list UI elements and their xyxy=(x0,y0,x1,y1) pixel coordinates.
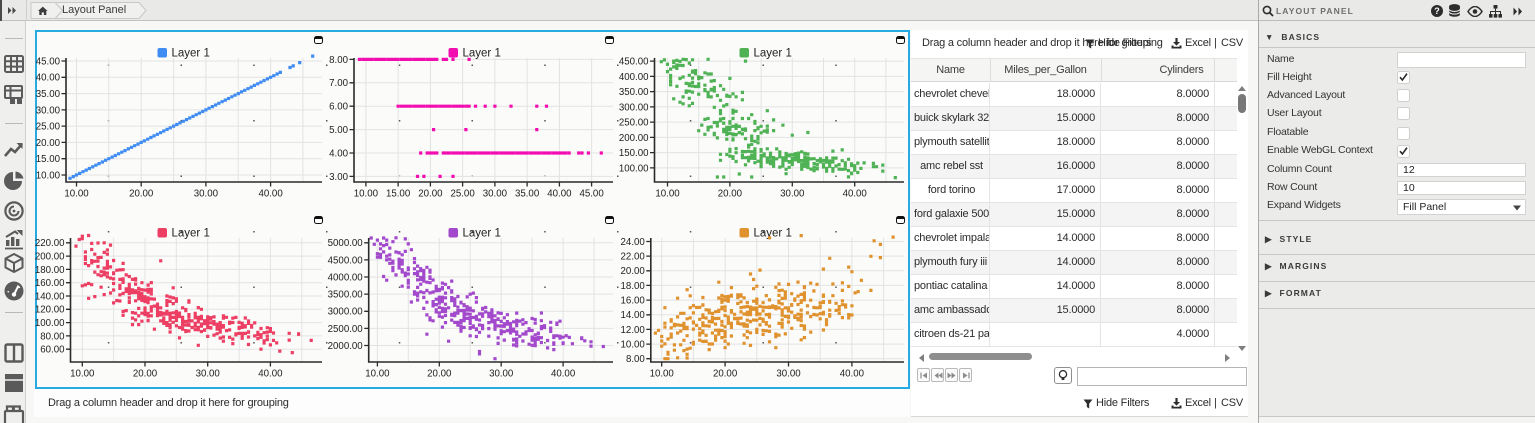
svg-text:?: ? xyxy=(1434,6,1440,16)
svg-text:30.00: 30.00 xyxy=(483,189,508,200)
svg-text:12.00: 12.00 xyxy=(621,325,646,336)
svg-text:100.00: 100.00 xyxy=(35,318,65,329)
svg-text:10.00: 10.00 xyxy=(64,189,89,200)
svg-text:40.00: 40.00 xyxy=(840,369,865,380)
svg-text:120.00: 120.00 xyxy=(35,305,65,316)
svg-text:450.00: 450.00 xyxy=(619,57,649,68)
svg-text:10.00: 10.00 xyxy=(36,170,61,181)
svg-text:20.00: 20.00 xyxy=(418,189,443,200)
svg-text:25.00: 25.00 xyxy=(450,189,475,200)
svg-text:15.00: 15.00 xyxy=(386,189,411,200)
svg-text:20.00: 20.00 xyxy=(713,369,738,380)
svg-text:16.00: 16.00 xyxy=(621,296,646,307)
svg-text:Layer 1: Layer 1 xyxy=(463,228,501,240)
svg-text:30.00: 30.00 xyxy=(196,369,221,380)
svg-text:2500.00: 2500.00 xyxy=(328,324,364,335)
svg-text:7.00: 7.00 xyxy=(329,78,348,89)
svg-text:10.00: 10.00 xyxy=(621,339,646,350)
svg-text:20.00: 20.00 xyxy=(427,369,452,380)
svg-text:10.00: 10.00 xyxy=(650,369,675,380)
svg-text:24.00: 24.00 xyxy=(621,237,646,248)
svg-text:15.00: 15.00 xyxy=(36,154,61,165)
svg-text:45.00: 45.00 xyxy=(36,56,61,67)
svg-text:160.00: 160.00 xyxy=(35,278,65,289)
svg-text:10.00: 10.00 xyxy=(365,369,390,380)
svg-text:35.00: 35.00 xyxy=(36,89,61,100)
svg-text:20.00: 20.00 xyxy=(129,189,154,200)
svg-text:Layer 1: Layer 1 xyxy=(754,48,792,60)
svg-text:20.00: 20.00 xyxy=(36,138,61,149)
svg-text:10.00: 10.00 xyxy=(70,369,95,380)
svg-text:35.00: 35.00 xyxy=(515,189,540,200)
svg-text:40.00: 40.00 xyxy=(843,189,868,200)
svg-text:30.00: 30.00 xyxy=(36,105,61,116)
svg-text:25.00: 25.00 xyxy=(36,122,61,133)
svg-text:140.00: 140.00 xyxy=(35,291,65,302)
svg-text:30.00: 30.00 xyxy=(780,189,805,200)
svg-text:20.00: 20.00 xyxy=(621,266,646,277)
svg-text:3500.00: 3500.00 xyxy=(328,290,364,301)
svg-text:Layer 1: Layer 1 xyxy=(463,48,501,60)
svg-text:100.00: 100.00 xyxy=(619,163,649,174)
svg-text:10.00: 10.00 xyxy=(354,189,379,200)
svg-text:Layer 1: Layer 1 xyxy=(172,48,210,60)
svg-text:30.00: 30.00 xyxy=(194,189,219,200)
svg-text:40.00: 40.00 xyxy=(547,189,572,200)
svg-text:18.00: 18.00 xyxy=(621,281,646,292)
svg-text:8.00: 8.00 xyxy=(626,354,645,365)
svg-text:4500.00: 4500.00 xyxy=(328,255,364,266)
svg-text:20.00: 20.00 xyxy=(718,189,743,200)
svg-text:40.00: 40.00 xyxy=(551,369,576,380)
svg-text:4.00: 4.00 xyxy=(329,148,348,159)
svg-text:400.00: 400.00 xyxy=(619,72,649,83)
svg-text:40.00: 40.00 xyxy=(258,189,283,200)
svg-text:14.00: 14.00 xyxy=(621,310,646,321)
svg-text:40.00: 40.00 xyxy=(258,369,283,380)
svg-text:Layer 1: Layer 1 xyxy=(754,228,792,240)
svg-text:5.00: 5.00 xyxy=(329,125,348,136)
svg-text:40.00: 40.00 xyxy=(36,73,61,84)
svg-text:22.00: 22.00 xyxy=(621,252,646,263)
svg-text:45.00: 45.00 xyxy=(579,189,604,200)
svg-text:60.00: 60.00 xyxy=(40,345,65,356)
svg-text:8.00: 8.00 xyxy=(329,55,348,66)
svg-text:6.00: 6.00 xyxy=(329,102,348,113)
svg-text:3000.00: 3000.00 xyxy=(328,307,364,318)
svg-text:4000.00: 4000.00 xyxy=(328,272,364,283)
svg-text:2000.00: 2000.00 xyxy=(328,341,364,352)
svg-text:30.00: 30.00 xyxy=(776,369,801,380)
svg-text:350.00: 350.00 xyxy=(619,87,649,98)
svg-text:250.00: 250.00 xyxy=(619,118,649,129)
svg-text:20.00: 20.00 xyxy=(133,369,158,380)
svg-text:200.00: 200.00 xyxy=(619,133,649,144)
svg-text:150.00: 150.00 xyxy=(619,148,649,159)
svg-text:30.00: 30.00 xyxy=(489,369,514,380)
svg-text:Layer 1: Layer 1 xyxy=(172,228,210,240)
svg-text:180.00: 180.00 xyxy=(35,265,65,276)
svg-text:3.00: 3.00 xyxy=(329,172,348,183)
svg-text:80.00: 80.00 xyxy=(40,331,65,342)
svg-text:300.00: 300.00 xyxy=(619,102,649,113)
svg-text:220.00: 220.00 xyxy=(35,238,65,249)
svg-text:10.00: 10.00 xyxy=(655,189,680,200)
svg-text:5000.00: 5000.00 xyxy=(328,238,364,249)
svg-text:200.00: 200.00 xyxy=(35,252,65,263)
